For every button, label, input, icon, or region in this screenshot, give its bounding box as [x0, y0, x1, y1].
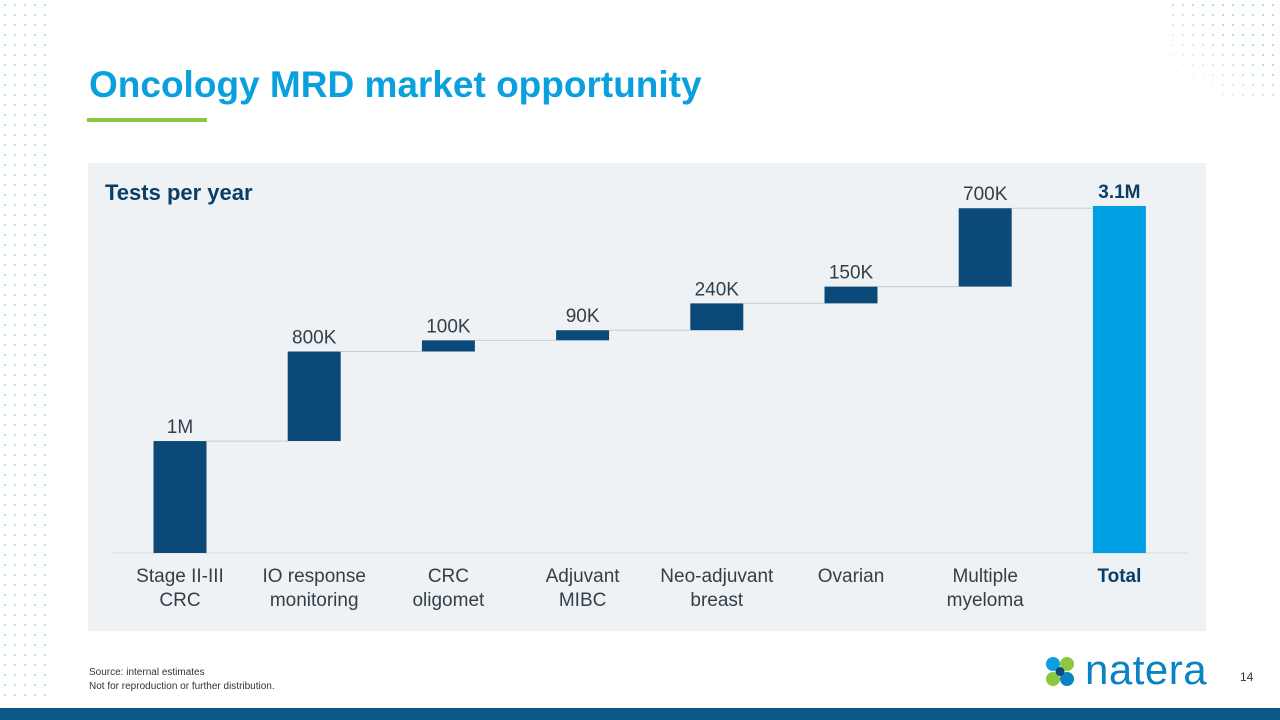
- value-label: 1M: [167, 417, 193, 438]
- bottom-bar: [0, 708, 1280, 720]
- page-title: Oncology MRD market opportunity: [89, 64, 702, 105]
- waterfall-bar: [824, 286, 878, 304]
- footer-notes: Source: internal estimates Not for repro…: [89, 666, 275, 694]
- category-label: Ovarian: [818, 566, 885, 587]
- value-label: 700K: [963, 184, 1008, 205]
- waterfall-bar: [958, 208, 1012, 287]
- distribution-disclaimer: Not for reproduction or further distribu…: [89, 681, 275, 692]
- category-label: Adjuvant MIBC: [546, 566, 621, 611]
- natera-logo-text: natera: [1085, 646, 1208, 693]
- chart-subtitle: Tests per year: [105, 180, 253, 205]
- value-label: 3.1M: [1098, 182, 1140, 203]
- category-label: CRC oligomet: [412, 566, 485, 611]
- waterfall-bar: [690, 303, 744, 331]
- value-label: 800K: [292, 328, 337, 349]
- dot-pattern-top-right: [1168, 0, 1280, 100]
- category-label: IO response monitoring: [262, 566, 366, 611]
- source-note: Source: internal estimates: [89, 667, 205, 678]
- category-label: Stage II-III CRC: [136, 566, 224, 611]
- value-label: 240K: [695, 279, 740, 300]
- waterfall-bar: [287, 351, 341, 442]
- value-label: 150K: [829, 263, 874, 284]
- category-label: Total: [1097, 566, 1141, 587]
- page-number: 14: [1240, 670, 1254, 684]
- natera-logo-icon: [1046, 657, 1074, 686]
- title-underline: [87, 118, 207, 122]
- waterfall-bar: [153, 441, 207, 553]
- category-label: Multiple myeloma: [947, 566, 1025, 611]
- category-label: Neo-adjuvant breast: [660, 566, 774, 611]
- value-label: 90K: [566, 306, 600, 327]
- value-label: 100K: [426, 316, 471, 337]
- waterfall-bar: [1092, 206, 1146, 553]
- waterfall-bar: [421, 340, 475, 352]
- waterfall-bar: [556, 330, 610, 341]
- dot-pattern-left: [0, 0, 50, 700]
